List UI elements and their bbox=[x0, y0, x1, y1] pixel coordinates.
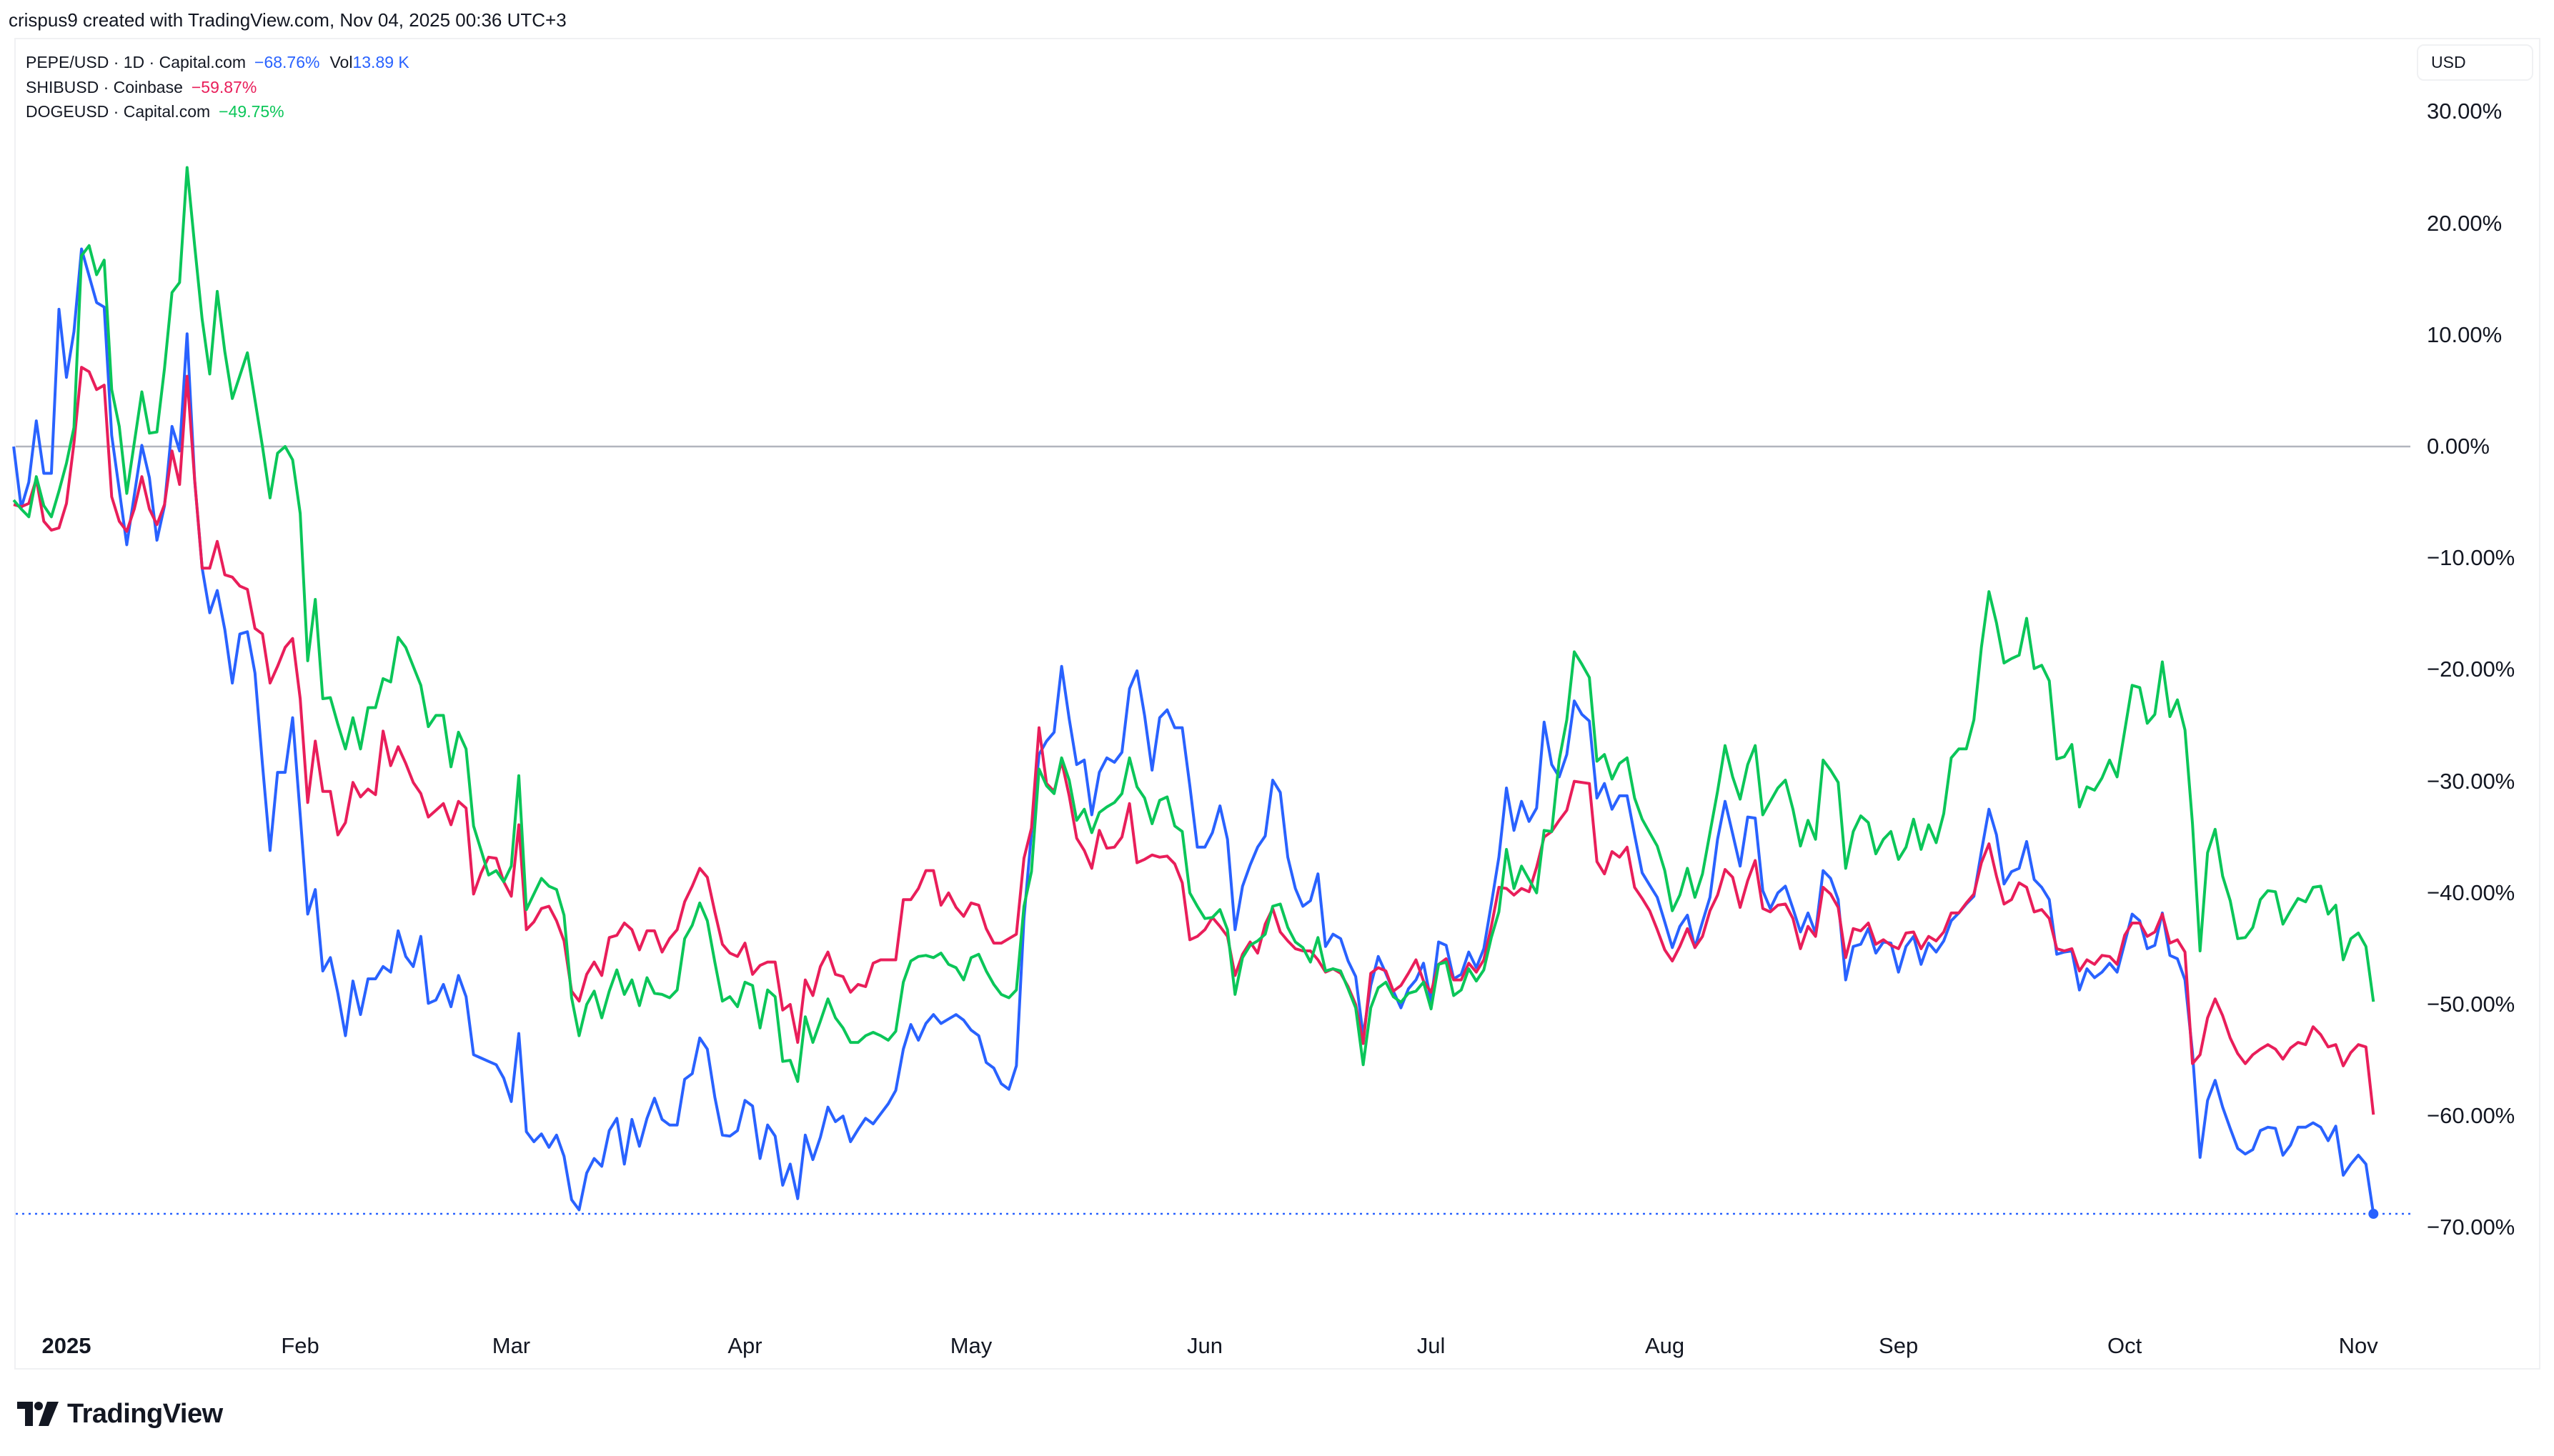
y-tick-label: 30.00% bbox=[2427, 99, 2503, 124]
legend-symbol: DOGEUSD · Capital.com bbox=[26, 102, 211, 121]
last-value-marker bbox=[2368, 1209, 2379, 1220]
legend-change: −49.75% bbox=[219, 102, 284, 121]
x-tick-label-year: 2025 bbox=[41, 1333, 91, 1358]
legend-volume-value: 13.89 K bbox=[352, 53, 409, 71]
x-tick-label: Apr bbox=[727, 1333, 762, 1358]
series-line-dogeusd bbox=[12, 166, 2375, 1083]
legend-row-doge[interactable]: DOGEUSD · Capital.com −49.75% bbox=[26, 99, 418, 124]
x-tick-label: Jul bbox=[1416, 1333, 1446, 1358]
y-tick-label: −40.00% bbox=[2427, 879, 2515, 905]
legend-symbol: SHIBUSD · Coinbase bbox=[26, 77, 183, 96]
y-tick-label: −50.00% bbox=[2427, 992, 2515, 1017]
x-tick-label: May bbox=[950, 1333, 993, 1358]
y-tick-label: −30.00% bbox=[2427, 768, 2515, 794]
y-tick-label: 10.00% bbox=[2427, 321, 2503, 347]
legend-row-shib[interactable]: SHIBUSD · Coinbase −59.87% bbox=[26, 75, 418, 100]
x-tick-label: Feb bbox=[281, 1333, 319, 1358]
series-lines bbox=[12, 166, 2375, 1215]
chart-credit-text: crispus9 created with TradingView.com, N… bbox=[9, 9, 567, 31]
currency-unit-button[interactable]: USD bbox=[2417, 44, 2533, 81]
y-tick-label: −20.00% bbox=[2427, 657, 2515, 682]
tradingview-logo-icon bbox=[17, 1402, 59, 1426]
y-tick-label: 0.00% bbox=[2427, 434, 2490, 459]
x-tick-label: Jun bbox=[1187, 1333, 1223, 1358]
legend: PEPE/USD · 1D · Capital.com −68.76% Vol13.… bbox=[26, 50, 418, 124]
series-line-pepeusd bbox=[12, 247, 2375, 1215]
x-tick-label: Sep bbox=[1879, 1333, 1919, 1358]
y-tick-label: 20.00% bbox=[2427, 210, 2503, 236]
x-tick-label: Nov bbox=[2338, 1333, 2378, 1358]
y-tick-label: −60.00% bbox=[2427, 1103, 2515, 1129]
tradingview-logo-text: TradingView bbox=[67, 1398, 223, 1429]
series-line-shibusd bbox=[13, 366, 2375, 1115]
legend-row-pepe[interactable]: PEPE/USD · 1D · Capital.com −68.76% Vol13.… bbox=[26, 50, 418, 75]
x-tick-label: Mar bbox=[492, 1333, 531, 1358]
chart-pane[interactable] bbox=[14, 38, 2540, 1370]
x-tick-label: Oct bbox=[2107, 1333, 2142, 1358]
y-tick-label: −10.00% bbox=[2427, 545, 2515, 571]
tradingview-logo[interactable]: TradingView bbox=[17, 1399, 223, 1429]
x-tick-label: Aug bbox=[1645, 1333, 1685, 1358]
legend-symbol: PEPE/USD · 1D · Capital.com bbox=[26, 53, 247, 71]
legend-change: −68.76% bbox=[254, 53, 320, 71]
legend-change: −59.87% bbox=[191, 77, 257, 96]
y-tick-label: −70.00% bbox=[2427, 1215, 2515, 1240]
legend-volume-label: Vol bbox=[329, 53, 353, 71]
